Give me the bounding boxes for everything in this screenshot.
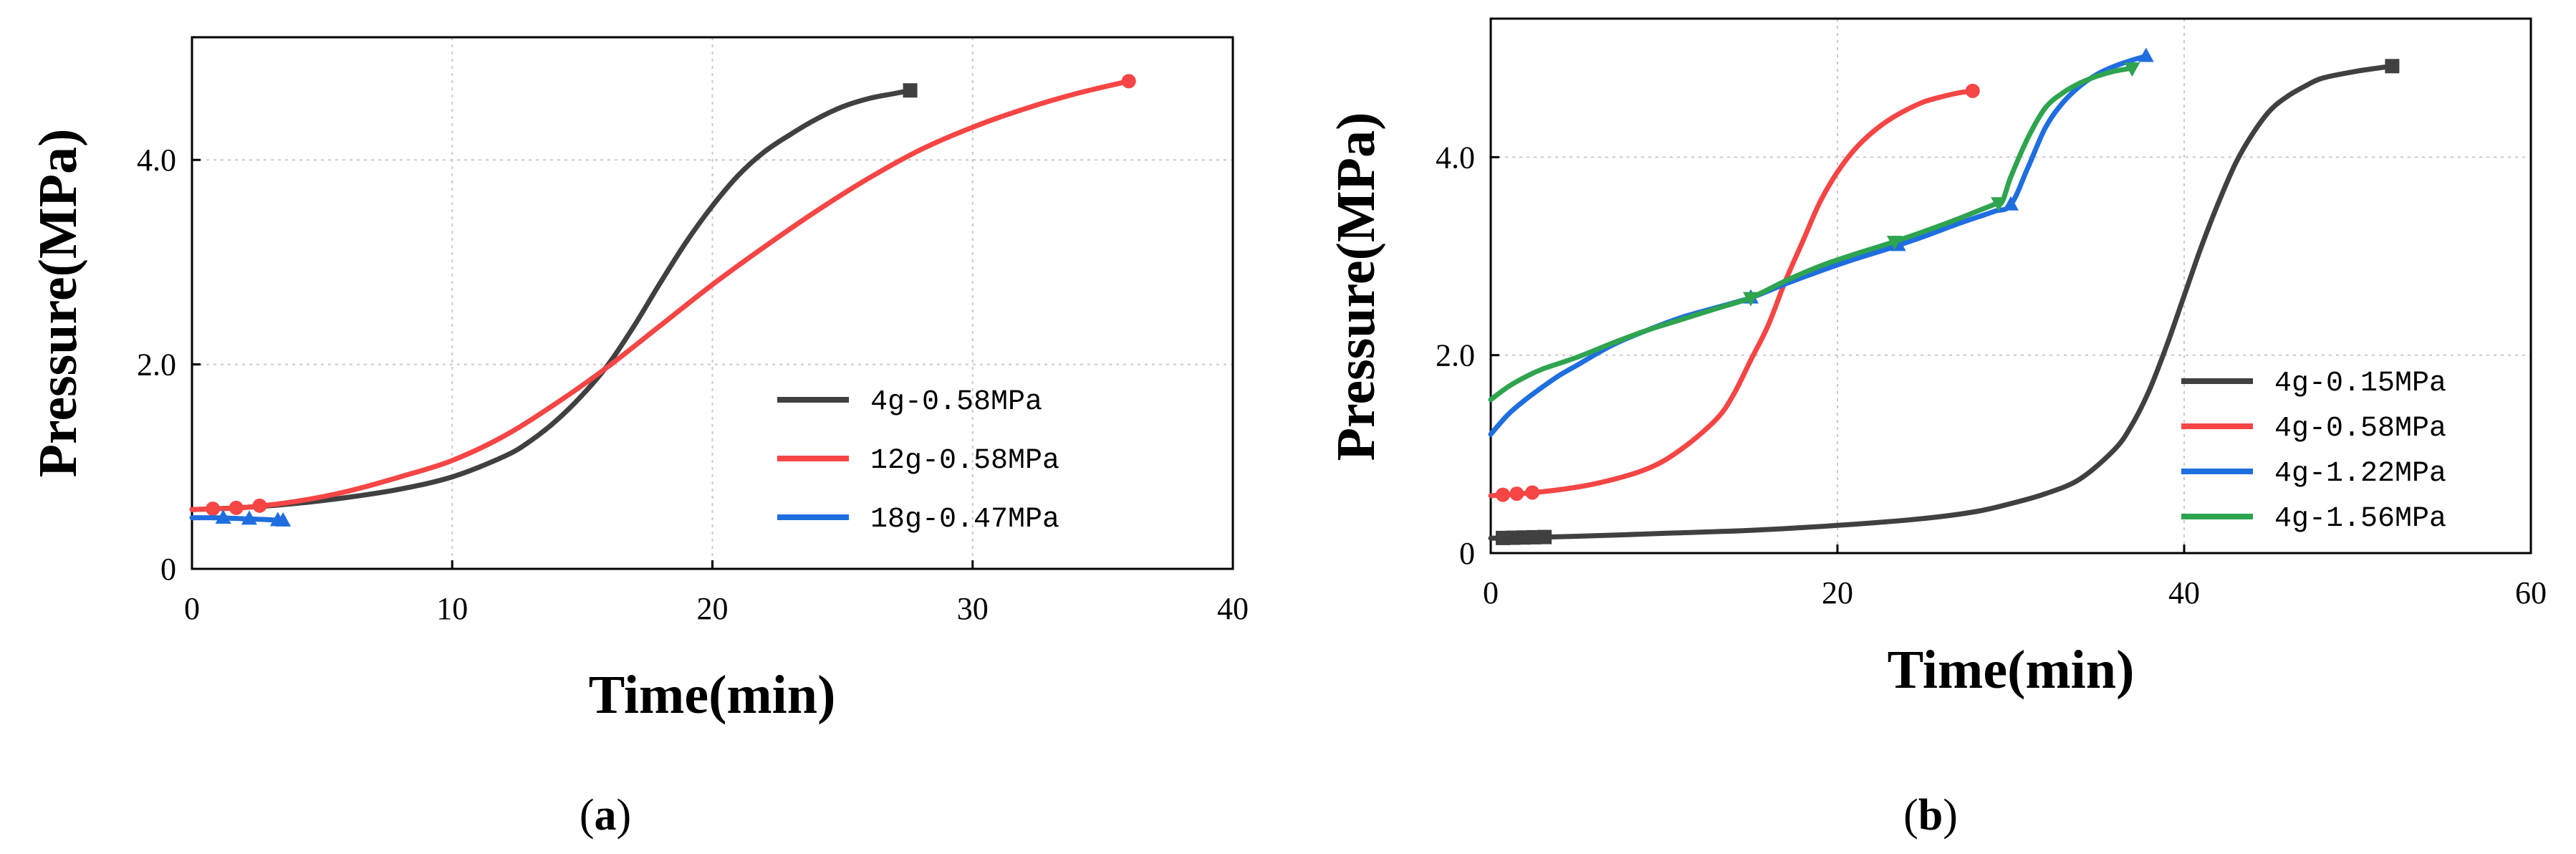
panel-a-y-axis-label: Pressure(MPa) <box>28 129 88 478</box>
panel-a-chart: 0 10 20 30 40 0 2.0 4.0 Time(min) Pressure(MPa) 4g… <box>28 36 1249 840</box>
panel-a-xtick-label-2: 20 <box>697 591 729 626</box>
panel-b-ytick-label-0: 0 <box>1459 536 1475 571</box>
panel-b-series-3-marker-1 <box>1886 236 1903 251</box>
panel-b-xtick-label-1: 20 <box>1822 575 1853 610</box>
panel-b-caption-open: ( <box>1903 791 1918 840</box>
panel-b-xtick-label-0: 0 <box>1483 575 1499 610</box>
panel-a-series-1 <box>189 74 1136 517</box>
panel-b-series-3-end-marker-0 <box>2124 62 2140 77</box>
panel-b-series-3 <box>1488 62 2140 403</box>
panel-b-series-3-marker-0 <box>1743 292 1759 307</box>
panel-b-series-3-line <box>1488 65 2135 403</box>
panel-a-series-1-marker-1 <box>229 500 244 515</box>
panel-a-series-0 <box>189 83 918 512</box>
panel-a-legend-label-0: 4g-0.58MPa <box>870 386 1042 418</box>
panel-b-legend-label-0: 4g-0.15MPa <box>2274 368 2446 400</box>
panel-b-series-0-marker-4 <box>1537 529 1552 544</box>
panel-a-series-2-end-marker-0 <box>275 512 292 527</box>
panel-a-caption-letter: a <box>595 791 617 840</box>
panel-a-series-2 <box>189 509 292 527</box>
panel-b-series-2-line <box>1488 54 2149 437</box>
panel-b-caption-letter: b <box>1918 791 1943 840</box>
panel-b-series-1-marker-1 <box>1509 486 1524 502</box>
panel-b-series-0-line <box>1488 63 2395 541</box>
panel-b-legend-label-3: 4g-1.56MPa <box>2274 503 2446 535</box>
panel-a-series-0-end-marker-0 <box>903 83 918 98</box>
panel-a-caption: (a) <box>580 791 631 840</box>
panel-b-series-1 <box>1488 83 1980 502</box>
panel-b-series-1-marker-0 <box>1495 487 1510 502</box>
panel-a-xtick-label-3: 30 <box>957 591 989 626</box>
panel-a-x-axis-label: Time(min) <box>589 665 836 725</box>
panel-b-x-axis-label: Time(min) <box>1888 640 2135 700</box>
panel-a-ytick-label-2: 4.0 <box>137 143 176 178</box>
panel-a-series-1-marker-0 <box>206 502 221 517</box>
panel-b-legend-label-2: 4g-1.22MPa <box>2274 458 2446 490</box>
panel-a-legend-label-1: 12g-0.58MPa <box>870 445 1059 477</box>
panel-b-series-2 <box>1488 47 2154 437</box>
panel-b-series-1-marker-2 <box>1525 485 1540 500</box>
panel-b-plot-frame <box>1489 17 2532 555</box>
panel-a-xtick-label-4: 40 <box>1217 591 1249 626</box>
panel-b-series-1-end-marker-0 <box>1965 83 1980 98</box>
panel-b-series-0-end-marker-0 <box>2385 59 2400 74</box>
panel-a-ytick-label-0: 0 <box>160 552 176 587</box>
panel-b-series-2-marker-2 <box>2003 196 2019 211</box>
panel-a-legend: 4g-0.58MPa 12g-0.58MPa 18g-0.47MPa <box>777 386 1059 536</box>
panel-a-caption-close: ) <box>617 791 632 840</box>
panel-a-series-2-marker-0 <box>215 509 231 524</box>
panel-b-legend: 4g-0.15MPa 4g-0.58MPa 4g-1.22MPa 4g-1.56MPa <box>2181 368 2446 535</box>
panel-a-xtick-label-0: 0 <box>184 591 200 626</box>
panel-b-xtick-label-2: 40 <box>2168 575 2200 610</box>
panel-b-series-2-end-marker-0 <box>2138 47 2154 62</box>
panel-a-series-0-line <box>189 87 913 512</box>
panel-a-series-1-line <box>189 78 1132 512</box>
panel-a-series-2-line <box>189 515 286 524</box>
panel-b-y-axis-label: Pressure(MPa) <box>1326 112 1386 461</box>
panel-b-series-1-line <box>1488 88 1976 499</box>
panel-a-series-2-marker-1 <box>241 510 257 525</box>
panel-a-legend-label-2: 18g-0.47MPa <box>870 504 1059 536</box>
panel-b-series-0 <box>1488 59 2400 545</box>
panel-b-ytick-label-1: 2.0 <box>1436 338 1475 373</box>
panel-b-legend-label-1: 4g-0.58MPa <box>2274 413 2446 445</box>
panel-b-xtick-label-3: 60 <box>2515 575 2547 610</box>
panel-b-caption: (b) <box>1903 791 1958 840</box>
panel-b-caption-close: ) <box>1943 791 1958 840</box>
panel-a-caption-open: ( <box>580 791 595 840</box>
panel-b-series-3-marker-2 <box>1991 197 2007 212</box>
panel-a-series-1-end-marker-0 <box>1121 74 1136 89</box>
panel-a-ytick-label-1: 2.0 <box>137 347 176 383</box>
panel-b-ytick-label-2: 4.0 <box>1436 140 1475 175</box>
panel-b-chart: 0 20 40 60 0 2.0 4.0 Time(min) Pressure(MPa) 4g-0… <box>1326 17 2547 840</box>
panel-a-series-1-marker-2 <box>252 498 267 513</box>
panel-a-xtick-label-1: 10 <box>436 591 468 626</box>
